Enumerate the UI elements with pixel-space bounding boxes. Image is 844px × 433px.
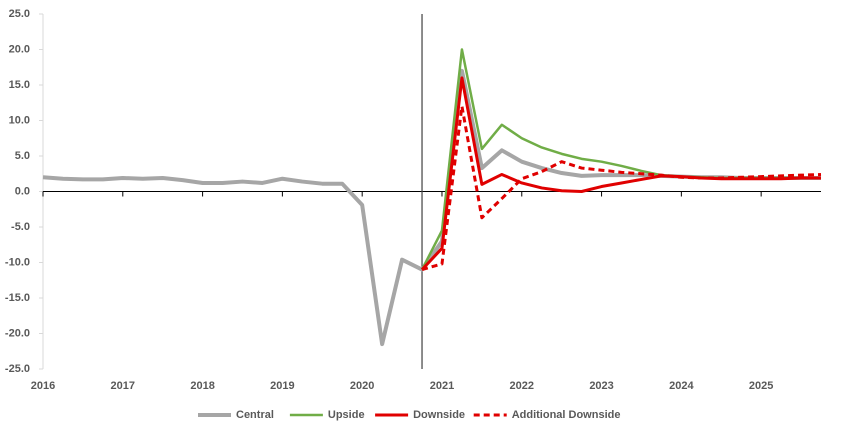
y-tick-label: 5.0 [15, 150, 30, 162]
x-tick-label: 2019 [270, 380, 294, 392]
x-tick-label: 2022 [510, 380, 534, 392]
x-tick-label: 2024 [669, 380, 694, 392]
y-tick-label: -20.0 [5, 327, 30, 339]
x-tick-label: 2018 [190, 380, 214, 392]
y-tick-label: 25.0 [9, 8, 30, 20]
legend-label: Central [236, 409, 274, 421]
legend-label: Downside [413, 409, 465, 421]
y-tick-label: -5.0 [11, 221, 30, 233]
x-tick-label: 2017 [111, 380, 135, 392]
y-tick-label: 15.0 [9, 79, 30, 91]
y-tick-label: 20.0 [9, 43, 30, 55]
x-tick-label: 2020 [350, 380, 374, 392]
y-tick-label: 10.0 [9, 114, 30, 126]
y-tick-label: 0.0 [15, 185, 30, 197]
y-tick-label: -25.0 [5, 363, 30, 375]
y-tick-label: -15.0 [5, 292, 30, 304]
x-tick-label: 2025 [749, 380, 773, 392]
x-tick-label: 2016 [31, 380, 55, 392]
y-tick-label: -10.0 [5, 256, 30, 268]
series-line [421, 104, 822, 272]
series-line [42, 68, 821, 347]
legend-label: Upside [328, 409, 365, 421]
x-tick-label: 2023 [589, 380, 613, 392]
legend-label: Additional Downside [512, 409, 621, 421]
series-line [420, 76, 821, 271]
x-tick-label: 2021 [430, 380, 454, 392]
